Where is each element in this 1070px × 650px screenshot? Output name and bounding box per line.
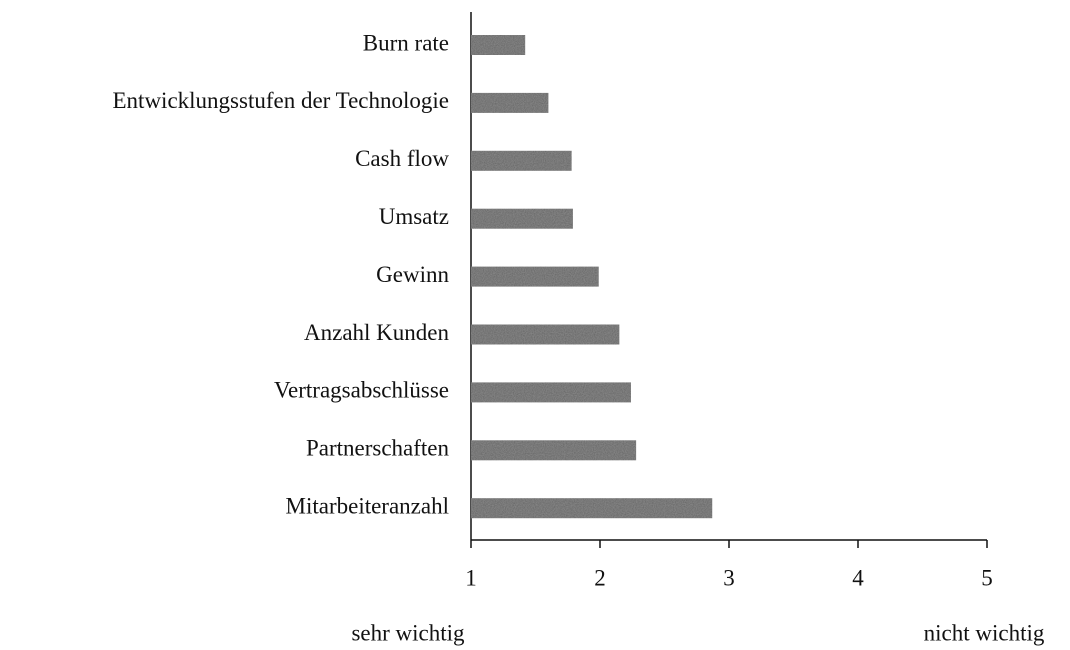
bar xyxy=(471,35,526,55)
y-tick-label: Partnerschaften xyxy=(306,436,450,461)
y-tick-label: Burn rate xyxy=(363,30,449,55)
y-tick-label: Vertragsabschlüsse xyxy=(274,378,449,403)
annotation: nicht wichtig xyxy=(924,620,1045,645)
bar xyxy=(471,498,713,519)
x-tick-label: 1 xyxy=(465,565,477,590)
y-tick-label: Cash flow xyxy=(355,146,449,171)
y-tick-label: Entwicklungsstufen der Technologie xyxy=(113,88,450,113)
annotation: sehr wichtig xyxy=(351,620,465,645)
x-tick-label: 2 xyxy=(594,565,606,590)
x-tick-label: 5 xyxy=(981,565,993,590)
bar xyxy=(471,440,637,461)
x-tick-label: 3 xyxy=(723,565,735,590)
bar xyxy=(471,92,549,113)
bar xyxy=(471,208,573,229)
y-tick-label: Umsatz xyxy=(379,204,449,229)
y-tick-label: Anzahl Kunden xyxy=(304,320,449,345)
y-tick-label: Gewinn xyxy=(376,262,449,287)
bar xyxy=(471,266,599,287)
bar xyxy=(471,150,572,171)
y-tick-label: Mitarbeiteranzahl xyxy=(286,493,449,518)
bar xyxy=(471,324,620,345)
bar xyxy=(471,382,631,403)
x-tick-label: 4 xyxy=(852,565,864,590)
